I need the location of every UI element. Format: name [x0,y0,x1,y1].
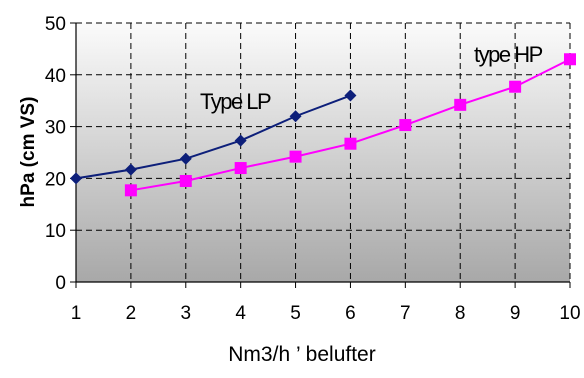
series-label-type-lp: Type LP [200,89,271,114]
y-tick-label: 50 [45,14,66,35]
x-tick-label: 3 [180,303,191,324]
x-tick-label: 6 [345,303,356,324]
data-point-diamond [344,89,357,102]
data-point-square [454,98,467,111]
series-line-0 [75,94,351,180]
plot-area [76,23,570,282]
series-layer [70,53,576,197]
tick-labels: 1 2 3 4 5 6 7 8 9 10 0 10 20 30 40 50 [45,14,581,324]
data-point-diamond [124,163,137,176]
data-point-diamond [179,152,192,165]
x-tick-label: 4 [235,303,246,324]
y-tick-label: 0 [55,273,66,294]
data-point-square [509,80,522,93]
data-point-square [344,137,357,150]
data-point-diamond [289,110,302,123]
x-tick-label: 5 [290,303,301,324]
x-tick-label: 8 [455,303,466,324]
y-tick-label: 40 [45,66,66,87]
data-point-square [399,119,412,132]
grid-lines [76,22,571,282]
y-tick-label: 30 [45,118,66,139]
series-label-type-hp: type HP [474,42,543,67]
x-tick-label: 9 [510,303,521,324]
data-point-square [564,53,576,66]
data-point-square [124,184,137,197]
data-point-square [234,162,247,175]
x-tick-label: 2 [126,303,137,324]
axes [70,22,571,288]
data-point-diamond [70,172,82,185]
y-axis-title: hPa (cm VS) [18,97,39,208]
data-point-square [289,150,302,163]
data-point-diamond [234,134,247,147]
x-tick-label: 7 [400,303,411,324]
y-tick-label: 20 [45,169,66,190]
x-tick-label: 1 [71,303,82,324]
x-axis-title: Nm3/h ’ belufter [228,343,375,366]
data-point-square [179,174,192,187]
x-tick-label: 10 [559,303,580,324]
y-tick-label: 10 [45,221,66,242]
